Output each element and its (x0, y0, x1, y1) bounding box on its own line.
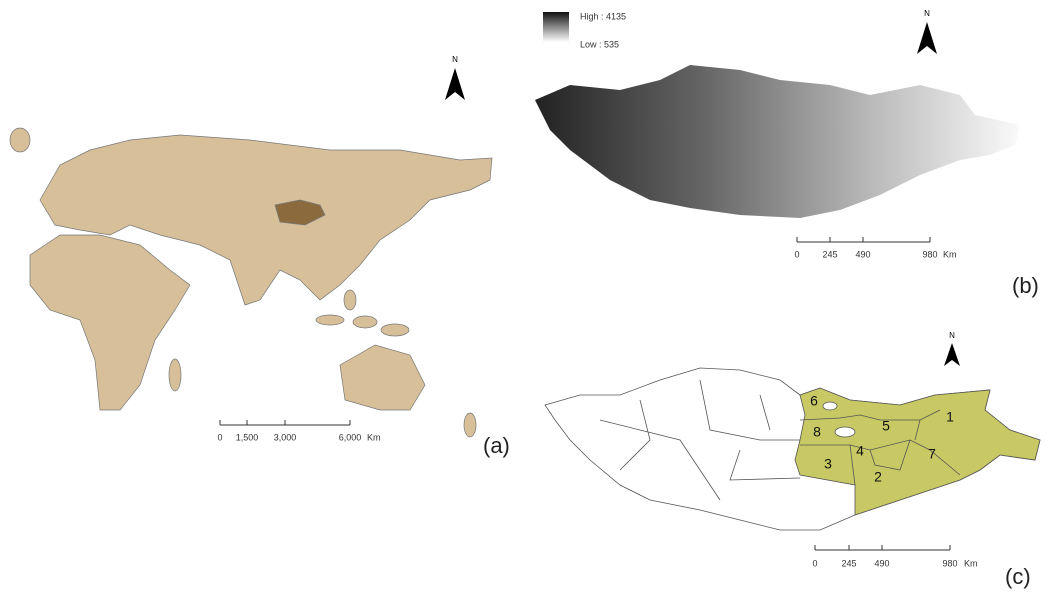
panel-label: (b) (1012, 273, 1039, 298)
scale-label: 490 (855, 249, 870, 259)
north-label: N (924, 9, 930, 18)
region-label: 1 (946, 409, 954, 425)
scale-unit: Km (367, 432, 381, 442)
scale-unit: Km (943, 249, 957, 259)
scale-bar (815, 545, 950, 550)
legend-high: High : 4135 (580, 11, 626, 21)
scale-label: 980 (922, 249, 937, 259)
scale-label: 245 (841, 558, 856, 568)
legend-low: Low : 535 (580, 39, 619, 49)
scale-label: 1,500 (236, 432, 259, 442)
world-map (10, 128, 492, 437)
panel-label: (a) (483, 433, 510, 458)
region-label: 6 (810, 393, 818, 409)
region-label: 7 (928, 446, 936, 462)
scale-label: 3,000 (274, 432, 297, 442)
figure: N 0 1,500 3,000 6,000 Km (a) High : 4135… (0, 0, 1050, 595)
north-label: N (452, 55, 458, 64)
region-map (545, 368, 1040, 530)
region-label: 2 (874, 469, 882, 485)
panel-label: (c) (1005, 564, 1031, 589)
scale-label: 245 (822, 249, 837, 259)
scale-label: 0 (217, 432, 222, 442)
region-label: 3 (824, 456, 832, 472)
scale-label: 490 (874, 558, 889, 568)
scale-unit: Km (964, 558, 978, 568)
scale-label: 0 (812, 558, 817, 568)
north-arrow: N (944, 331, 960, 366)
north-label: N (949, 331, 955, 340)
scale-bar (220, 420, 350, 425)
region-label: 8 (813, 424, 821, 440)
region-label: 4 (856, 443, 864, 459)
scale-label: 0 (794, 249, 799, 259)
elevation-map (535, 65, 1020, 218)
region-label: 5 (882, 418, 890, 434)
legend-swatch (543, 12, 569, 42)
north-arrow: N (445, 55, 465, 100)
scale-bar (797, 237, 930, 242)
scale-label: 6,000 (339, 432, 362, 442)
north-arrow: N (917, 9, 937, 54)
scale-label: 980 (942, 558, 957, 568)
